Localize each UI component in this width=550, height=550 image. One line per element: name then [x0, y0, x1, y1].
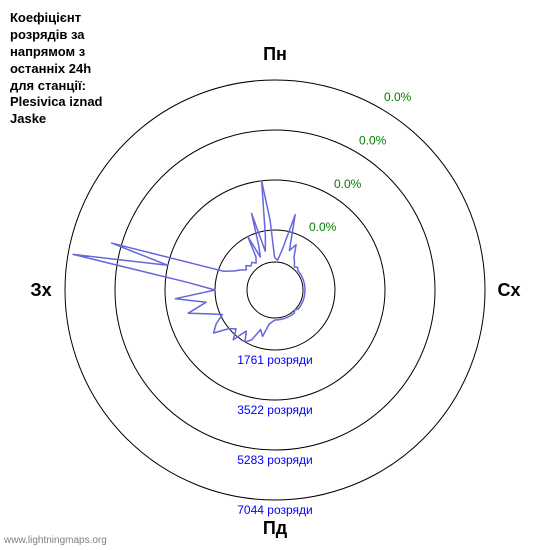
compass-north: Пн — [263, 44, 287, 64]
ring-count-label: 1761 розряди — [237, 353, 313, 367]
polar-chart: Пн Пд Зх Сх 0.0% 0.0% 0.0% 0.0% 1761 розряди 3522… — [0, 0, 550, 550]
ring-percent-label: 0.0% — [309, 220, 337, 234]
compass-south: Пд — [263, 518, 288, 538]
compass-east: Сх — [497, 280, 520, 300]
ring-percent-label: 0.0% — [359, 134, 387, 148]
ring-count-label: 7044 розряди — [237, 503, 313, 517]
credit-text: www.lightningmaps.org — [4, 535, 107, 546]
ring-percent-label: 0.0% — [384, 90, 412, 104]
ring-count-label: 5283 розряди — [237, 453, 313, 467]
compass-west: Зх — [30, 280, 51, 300]
ring-count-label: 3522 розряди — [237, 403, 313, 417]
ring-percent-label: 0.0% — [334, 177, 362, 191]
